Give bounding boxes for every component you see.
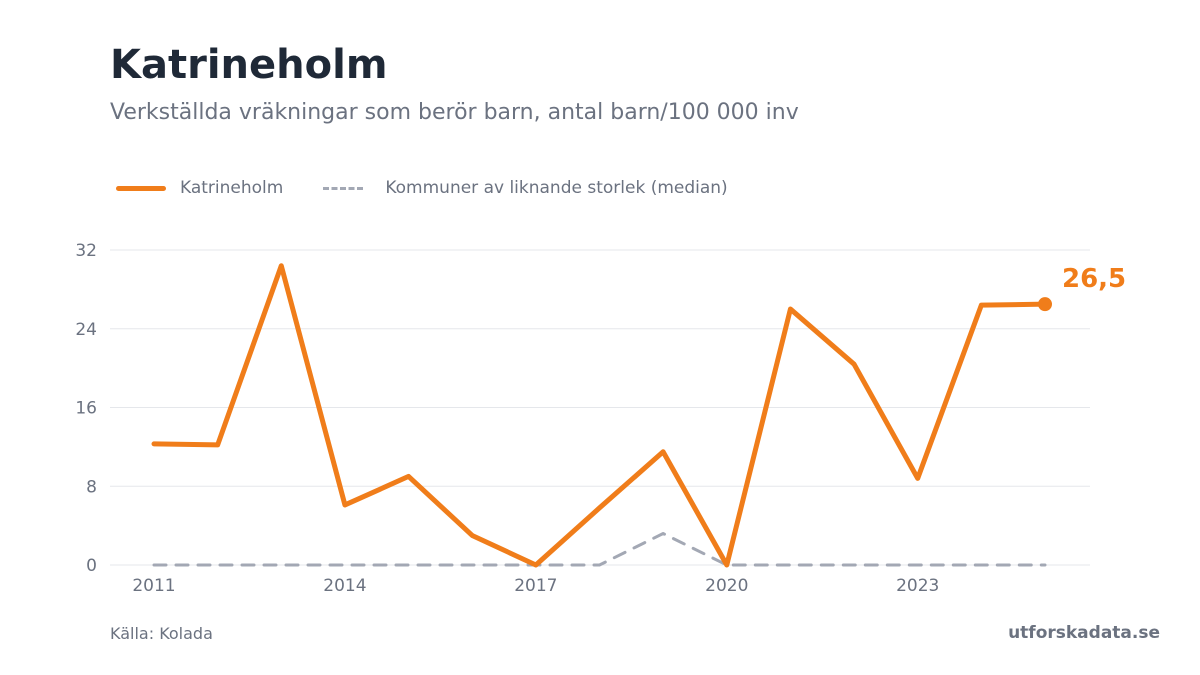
legend-swatch-median	[323, 186, 364, 190]
series-line-median	[152, 532, 1047, 567]
legend-swatch-katrineholm	[116, 185, 166, 191]
x-tick-label: 2014	[323, 576, 366, 596]
y-tick-label: 24	[75, 320, 97, 340]
end-value-label: 26,5	[1062, 264, 1126, 294]
legend-label-katrineholm: Katrineholm	[180, 178, 284, 198]
x-tick-label: 2020	[705, 576, 748, 596]
y-tick-label: 32	[75, 241, 97, 261]
chart-title: Katrineholm	[110, 42, 388, 88]
end-point-marker	[1038, 297, 1052, 312]
x-tick-label: 2023	[896, 576, 939, 596]
legend-item-katrineholm: Katrineholm	[116, 178, 283, 198]
legend-label-median: Kommuner av liknande storlek (median)	[385, 178, 728, 198]
x-tick-label: 2017	[514, 576, 557, 596]
series-line-katrineholm	[151, 263, 1048, 568]
y-tick-label: 0	[86, 556, 97, 576]
x-tick-label: 2011	[132, 576, 175, 596]
legend: Katrineholm Kommuner av liknande storlek…	[116, 178, 768, 198]
chart-subtitle: Verkställda vräkningar som berör barn, a…	[110, 100, 799, 125]
y-tick-label: 8	[86, 477, 97, 497]
legend-item-median: Kommuner av liknande storlek (median)	[323, 178, 728, 198]
source-note: Källa: Kolada	[110, 624, 213, 643]
brand-label: utforskadata.se	[1008, 623, 1160, 643]
y-tick-label: 16	[75, 399, 97, 419]
